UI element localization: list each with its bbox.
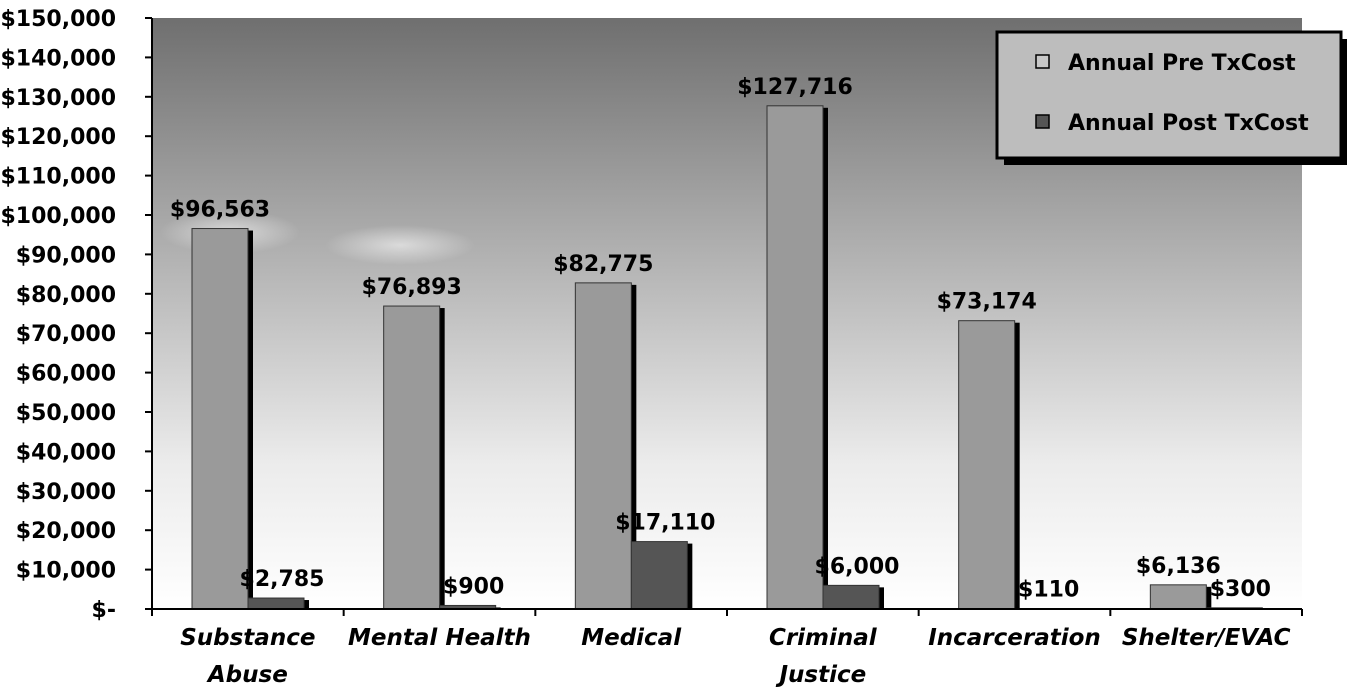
bar xyxy=(247,597,305,610)
y-tick-label: $120,000 xyxy=(0,125,116,150)
y-tick-label: $30,000 xyxy=(16,480,116,505)
x-tick-label: Medical xyxy=(581,625,682,651)
data-labels: $96,563 $76,893 $82,775 $127,716 $73,174 $6,1… xyxy=(170,75,1271,603)
data-label: $82,775 xyxy=(553,252,653,277)
y-tick-label: $60,000 xyxy=(16,362,116,387)
x-tick-label-line: Justice xyxy=(775,662,866,687)
legend-swatch-pre xyxy=(1035,54,1050,69)
y-tick-label: $90,000 xyxy=(16,243,116,268)
y-tick-label: $10,000 xyxy=(16,559,116,584)
x-tick-label-line: Shelter/EVAC xyxy=(1122,625,1291,651)
data-label: $127,716 xyxy=(737,75,853,100)
x-tick-label: Incarceration xyxy=(928,625,1101,651)
y-tick-label: $110,000 xyxy=(0,165,116,190)
data-label: $76,893 xyxy=(362,275,462,300)
x-tick-label-line: Criminal xyxy=(769,625,878,651)
x-tick-label-line: Mental Health xyxy=(348,625,531,651)
y-tick-label: $50,000 xyxy=(16,401,116,426)
y-tick-label: $130,000 xyxy=(0,86,116,111)
bar xyxy=(822,584,880,610)
data-label: $6,136 xyxy=(1136,554,1221,579)
data-label: $6,000 xyxy=(815,554,900,579)
legend: Annual Pre TxCost Annual Post TxCost xyxy=(995,30,1347,165)
x-tick-label: Substance Abuse xyxy=(180,625,315,687)
data-label: $17,110 xyxy=(615,511,715,536)
bar xyxy=(630,541,688,610)
x-tick-label-line: Medical xyxy=(581,625,682,651)
bar xyxy=(1149,584,1207,610)
y-tick-label: $140,000 xyxy=(0,46,116,71)
bar xyxy=(574,282,632,610)
bar xyxy=(958,320,1016,610)
legend-swatch-post xyxy=(1035,114,1050,129)
y-tick-label: $20,000 xyxy=(16,519,116,544)
data-label: $73,174 xyxy=(937,290,1037,315)
x-tick-label: Shelter/EVAC xyxy=(1122,625,1291,651)
y-tick-label: $100,000 xyxy=(0,204,116,229)
x-tick-label: Mental Health xyxy=(348,625,531,651)
y-tick-label: $40,000 xyxy=(16,440,116,465)
bars xyxy=(191,105,1263,610)
x-tick-label-line: Abuse xyxy=(206,662,288,687)
bar xyxy=(766,105,824,610)
legend-label-pre: Annual Pre TxCost xyxy=(1068,51,1296,76)
data-label: $300 xyxy=(1210,577,1271,602)
axes: $- $10,000 $20,000 $30,000 $40,000 $50,000 $60… xyxy=(0,7,1303,687)
x-tick-label-line: Substance xyxy=(180,625,315,651)
y-tick-label: $150,000 xyxy=(0,7,116,32)
data-label: $900 xyxy=(443,574,504,599)
x-tick-label: Criminal Justice xyxy=(769,625,878,687)
background-cloud xyxy=(325,225,475,265)
bar xyxy=(191,228,249,610)
x-tick-label-line: Incarceration xyxy=(928,625,1101,651)
y-tick-label: $70,000 xyxy=(16,322,116,347)
y-tick-label: $- xyxy=(92,598,116,623)
legend-box xyxy=(995,30,1343,160)
data-label: $110 xyxy=(1018,578,1079,603)
bar xyxy=(383,305,441,610)
legend-label-post: Annual Post TxCost xyxy=(1068,111,1309,136)
data-label: $96,563 xyxy=(170,198,270,223)
y-tick-label: $80,000 xyxy=(16,283,116,308)
data-label: $2,785 xyxy=(240,567,325,592)
